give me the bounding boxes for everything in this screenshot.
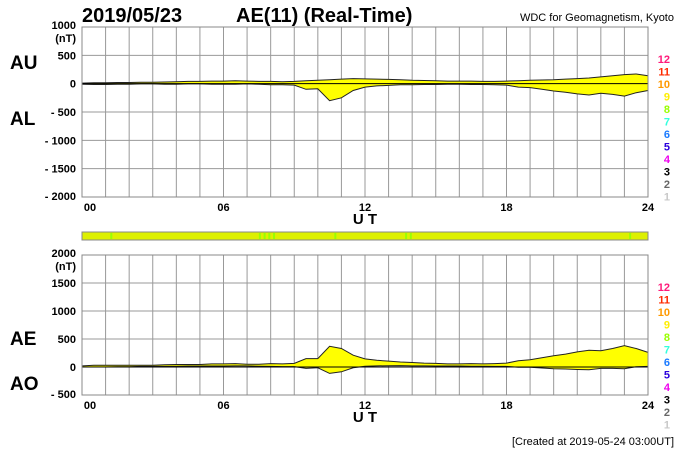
station-drop-stripe [268,233,271,239]
station-count-legend-2: 2 [664,179,670,191]
y-tick-label: - 1500 [45,164,76,176]
station-count-legend-5: 5 [664,370,670,382]
station-count-legend-1: 1 [664,420,670,432]
x-tick-label: 18 [500,400,512,412]
station-count-legend-11: 11 [658,67,670,79]
ae-series-line [81,345,649,367]
y-tick-label: 0 [70,79,76,91]
station-drop-stripe [263,233,266,239]
index-area-fill [82,345,648,374]
station-count-legend-12: 12 [658,54,670,66]
station-count-stripes [110,233,632,239]
station-drop-stripe [405,233,408,239]
x-tick-label: 12 [359,202,371,214]
x-tick-label: 12 [359,400,371,412]
station-count-legend-1: 1 [664,192,670,204]
x-tick-label: 06 [217,400,229,412]
source-label: WDC for Geomagnetism, Kyoto [520,12,674,24]
station-count-legend-10: 10 [658,79,670,91]
station-count-legend-9: 9 [664,320,670,332]
au-label: AU [10,53,37,74]
station-count-bar [81,231,649,241]
y-tick-label: - 500 [51,107,76,119]
y-tick-label: - 2000 [45,191,76,203]
plot-frame [81,26,649,198]
y-tick-label: 0 [70,362,76,374]
x-tick-label: 00 [84,202,96,214]
y-tick-label: 500 [58,50,76,62]
au-al-panel: 1000 500 0 - 500 - 1000 - 1500 - 2000 (nT) 00 06 1… [10,20,671,228]
y-unit-label: (nT) [55,261,76,273]
station-drop-stripe [110,233,113,239]
station-count-legend-11: 11 [658,295,670,307]
plot-frame [81,254,649,396]
index-title: AE(11) (Real-Time) [236,5,412,27]
station-count-legend-8: 8 [664,104,670,116]
station-drop-stripe [629,233,632,239]
y-tick-label: 1500 [52,278,76,290]
y-tick-label: 1000 [52,306,76,318]
station-count-legend-4: 4 [664,382,671,394]
al-label: AL [10,109,36,130]
x-tick-label: 00 [84,400,96,412]
station-count-legend-7: 7 [664,117,670,129]
station-count-legend-8: 8 [664,332,670,344]
ao-series-line [82,365,649,374]
station-drop-stripe [409,233,412,239]
created-timestamp: [Created at 2019-05-24 03:00UT] [512,436,674,448]
y-tick-label: 1000 [52,20,76,32]
ao-label: AO [10,374,39,395]
station-count-legend-7: 7 [664,345,670,357]
y-tick-label: - 1000 [45,135,76,147]
y-tick-label: 500 [58,334,76,346]
station-count-legend-12: 12 [658,282,670,294]
y-tick-label: - 500 [51,389,76,401]
ae-label: AE [10,329,36,350]
x-tick-label: 24 [642,400,655,412]
x-axis-label: U T [353,409,377,426]
station-count-legend-5: 5 [664,142,670,154]
station-count-legend-10: 10 [658,307,670,319]
station-drop-stripe [273,233,276,239]
station-drop-stripe [334,233,337,239]
al-series-line [81,83,649,102]
station-count-legend-3: 3 [664,395,670,407]
date-title: 2019/05/23 [82,5,182,27]
station-drop-stripe [258,233,261,239]
station-count-legend-2: 2 [664,407,670,419]
au-series-line [81,73,649,84]
station-count-legend-6: 6 [664,129,670,141]
x-tick-label: 06 [217,202,229,214]
x-tick-label: 24 [642,202,655,214]
station-count-legend-9: 9 [664,92,670,104]
station-count-legend-4: 4 [664,154,671,166]
station-count-legend-3: 3 [664,167,670,179]
x-axis-label: U T [353,211,377,228]
x-tick-label: 18 [500,202,512,214]
y-unit-label: (nT) [55,33,76,45]
y-tick-label: 2000 [52,248,76,260]
station-count-legend-6: 6 [664,357,670,369]
